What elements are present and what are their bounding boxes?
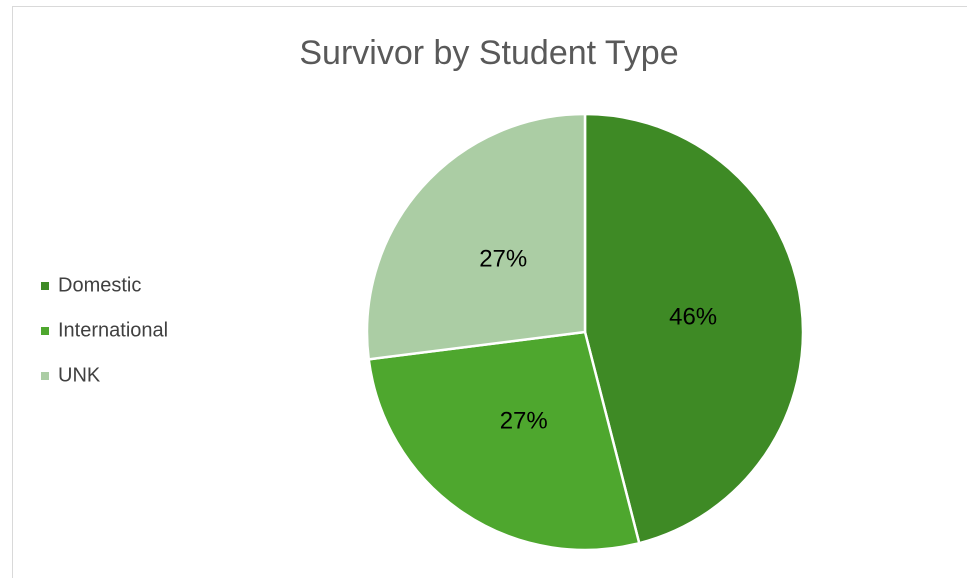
pie-slice — [583, 112, 805, 545]
legend-marker — [41, 372, 49, 380]
chart-title: Survivor by Student Type — [299, 34, 678, 72]
legend-label: Domestic — [58, 274, 141, 296]
legend-marker — [41, 282, 49, 290]
data-label: 27% — [479, 245, 527, 272]
legend-label: UNK — [58, 364, 101, 386]
pie-slice — [367, 330, 641, 552]
legend-label: International — [58, 319, 168, 341]
data-label: 27% — [500, 407, 548, 434]
data-label: 46% — [669, 304, 717, 331]
legend-marker — [41, 327, 49, 335]
pie-slice — [365, 112, 587, 361]
